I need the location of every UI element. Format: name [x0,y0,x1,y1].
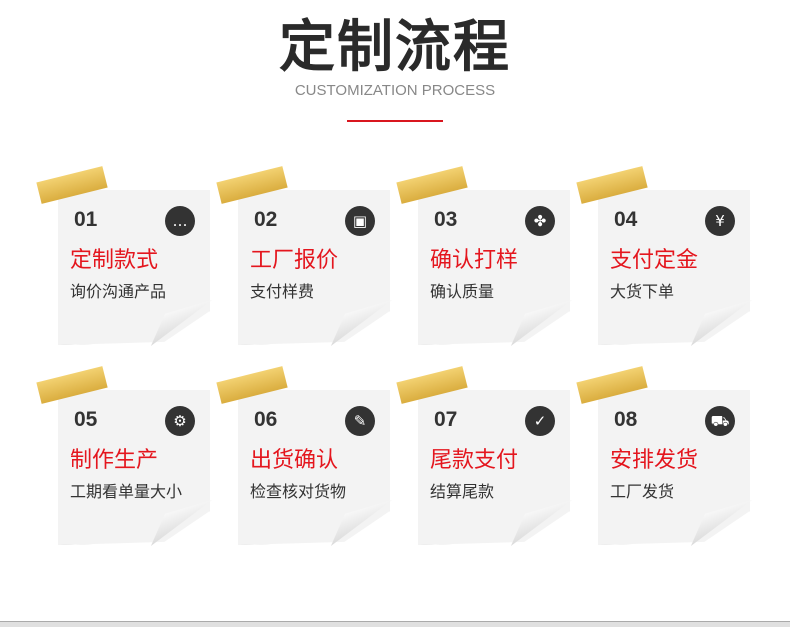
step-title: 出货确认 [250,448,339,473]
page-subtitle: CUSTOMIZATION PROCESS [294,82,496,99]
step-desc: 检查核对货物 [250,482,347,501]
step-desc: 工厂发货 [610,482,675,501]
gear-icon: ⚙ [165,406,195,436]
step-number: 06 [254,408,278,431]
step-card-05: 05 ⚙ 制作生产 工期看单量大小 [36,366,213,546]
truck-icon: ⛟ [705,406,735,436]
title-underline [347,120,443,122]
step-title: 确认打样 [430,248,519,273]
step-card-08: 08 ⛟ 安排发货 工厂发货 [576,366,753,546]
step-number: 03 [434,208,458,231]
step-card-03: 03 ✤ 确认打样 确认质量 [396,166,573,346]
chat-check-icon: ✓ [525,406,555,436]
step-card-06: 06 ✎ 出货确认 检查核对货物 [216,366,393,546]
clipboard-check-icon: ✎ [345,406,375,436]
step-title: 尾款支付 [430,448,519,473]
box-icon: ▣ [345,206,375,236]
step-card-01: 01 … 定制款式 询价沟通产品 [36,166,213,346]
step-title: 安排发货 [610,448,699,473]
step-desc: 支付样费 [250,282,315,301]
clover-icon: ✤ [525,206,555,236]
step-desc: 询价沟通产品 [70,282,167,301]
step-title: 制作生产 [70,448,159,473]
step-card-04: 04 ¥ 支付定金 大货下单 [576,166,753,346]
step-title: 工厂报价 [250,248,339,273]
step-title: 支付定金 [610,248,699,273]
page-title: 定制流程 [279,15,511,80]
step-desc: 工期看单量大小 [70,482,183,501]
step-desc: 结算尾款 [430,482,495,501]
step-card-02: 02 ▣ 工厂报价 支付样费 [216,166,393,346]
money-bag-icon: ¥ [705,206,735,236]
step-number: 04 [614,208,638,231]
step-number: 02 [254,208,278,231]
step-number: 08 [614,408,638,431]
step-number: 05 [74,408,98,431]
step-desc: 确认质量 [430,282,495,301]
bottom-divider [0,621,790,627]
chat-icon: … [165,206,195,236]
step-desc: 大货下单 [610,282,675,301]
step-title: 定制款式 [70,248,159,273]
step-number: 07 [434,408,458,431]
step-number: 01 [74,208,98,231]
step-card-07: 07 ✓ 尾款支付 结算尾款 [396,366,573,546]
